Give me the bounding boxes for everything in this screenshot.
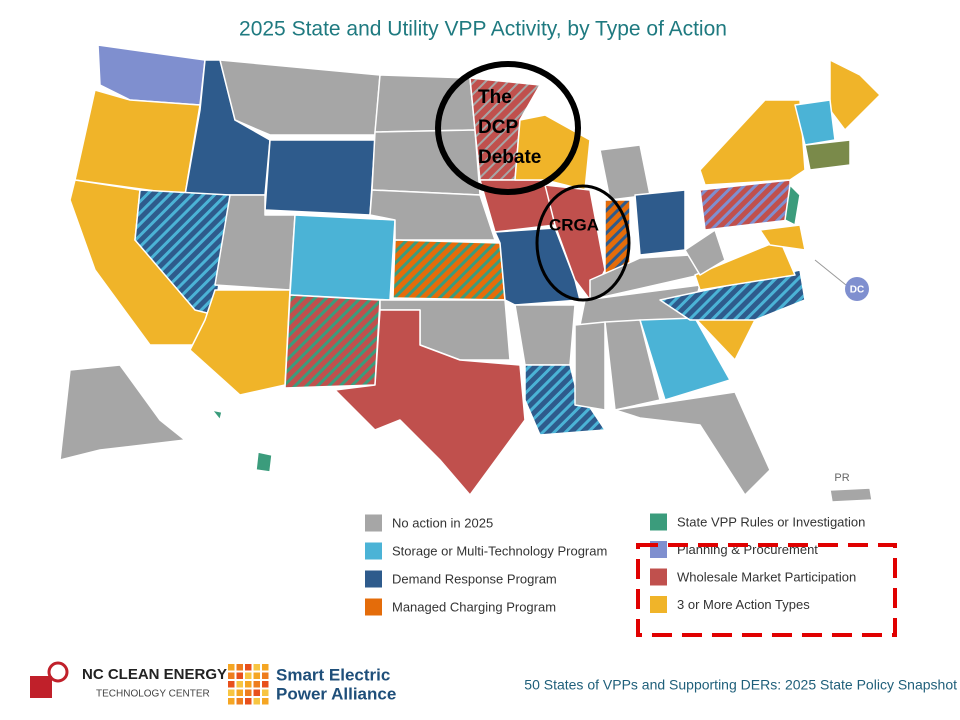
state [289, 214, 396, 301]
state [134, 189, 231, 316]
sepa-logo-icon [245, 664, 252, 671]
dcp-annotation: DCP [478, 117, 518, 138]
legend-label: Managed Charging Program [392, 599, 556, 614]
legend-label: State VPP Rules or Investigation [677, 514, 865, 529]
state [59, 364, 186, 461]
state [219, 59, 381, 136]
state [334, 309, 526, 496]
highlight-box [636, 543, 897, 637]
sepa-logo-icon [245, 672, 252, 679]
dcp-annotation: Debate [478, 147, 541, 168]
sepa-logo-text: Smart Electric [276, 665, 390, 684]
legend-label: Wholesale Market Participation [677, 569, 856, 584]
state [74, 89, 201, 196]
dc-marker [845, 277, 869, 301]
dc-leader [814, 259, 847, 286]
nc-logo: NC CLEAN ENERGY TECHNOLOGY CENTER [30, 661, 227, 700]
state [694, 239, 796, 291]
crga-annotation: CRGA [549, 215, 599, 234]
sepa-logo-icon [228, 698, 235, 705]
sepa-logo-icon [228, 681, 235, 688]
sepa-logo-icon [262, 672, 269, 679]
state [794, 99, 836, 146]
sepa-logo-icon [253, 689, 260, 696]
state [614, 391, 771, 496]
legend-swatch [650, 513, 667, 531]
state [371, 129, 481, 196]
nc-logo-icon [30, 676, 52, 698]
state [494, 227, 581, 306]
dc-label: DC [850, 285, 864, 296]
sepa-logo-icon [262, 689, 269, 696]
sepa-logo-icon [228, 689, 235, 696]
legend-label: 3 or More Action Types [677, 597, 810, 612]
footer-caption: 50 States of VPPs and Supporting DERs: 2… [524, 677, 957, 693]
sepa-logo-icon [253, 664, 260, 671]
nc-logo-subtext: TECHNOLOGY CENTER [96, 689, 210, 700]
state [634, 189, 686, 256]
sepa-logo-icon [245, 698, 252, 705]
sepa-logo-icon [236, 698, 243, 705]
dcp-annotation: The [478, 87, 512, 108]
nc-logo-icon [47, 661, 69, 683]
legend-label: Demand Response Program [392, 571, 557, 586]
sepa-logo-icon [236, 689, 243, 696]
legend-label: No action in 2025 [392, 515, 493, 530]
sepa-logo-icon [262, 681, 269, 688]
legend-swatch [365, 542, 382, 560]
sepa-logo-icon [245, 681, 252, 688]
state [759, 224, 806, 251]
legend: No action in 2025 Storage or Multi-Techno… [365, 513, 865, 616]
states: DC PR [59, 44, 881, 503]
state [255, 451, 273, 473]
sepa-logo-icon [228, 672, 235, 679]
state [574, 321, 606, 411]
state [514, 304, 576, 366]
state [284, 294, 381, 389]
state [392, 239, 506, 301]
sepa-logo-icon [228, 664, 235, 671]
crga-circle [535, 184, 631, 302]
legend-swatch [365, 514, 382, 532]
sepa-logo-text: Power Alliance [276, 684, 396, 703]
sepa-logo-icon [262, 698, 269, 705]
sepa-logo-icon [253, 698, 260, 705]
state [211, 409, 223, 421]
state [639, 317, 731, 401]
legend-swatch [650, 596, 667, 613]
state [699, 99, 806, 186]
legend-swatch [650, 568, 667, 586]
state [524, 364, 606, 436]
pr-label: PR [834, 472, 849, 484]
state [829, 487, 873, 503]
sepa-logo-icon [253, 681, 260, 688]
dcp-circle [435, 61, 581, 195]
sepa-logo-icon [236, 681, 243, 688]
legend-swatch [365, 598, 382, 616]
state [829, 59, 881, 131]
state [699, 179, 791, 231]
legend-swatch [365, 570, 382, 588]
sepa-logo-icon [236, 672, 243, 679]
state [684, 229, 726, 276]
sepa-logo-icon [253, 672, 260, 679]
sepa-logo-icon [262, 664, 269, 671]
state [264, 139, 376, 216]
state [599, 144, 651, 201]
state [604, 319, 661, 411]
sepa-logo-icon [236, 664, 243, 671]
title: 2025 State and Utility VPP Activity, by … [239, 18, 727, 41]
state [804, 139, 851, 171]
sepa-logo-icon [245, 689, 252, 696]
nc-logo-text: NC CLEAN ENERGY [82, 666, 227, 683]
sepa-logo: Smart Electric Power Alliance [228, 664, 396, 705]
legend-label: Storage or Multi-Technology Program [392, 543, 607, 558]
